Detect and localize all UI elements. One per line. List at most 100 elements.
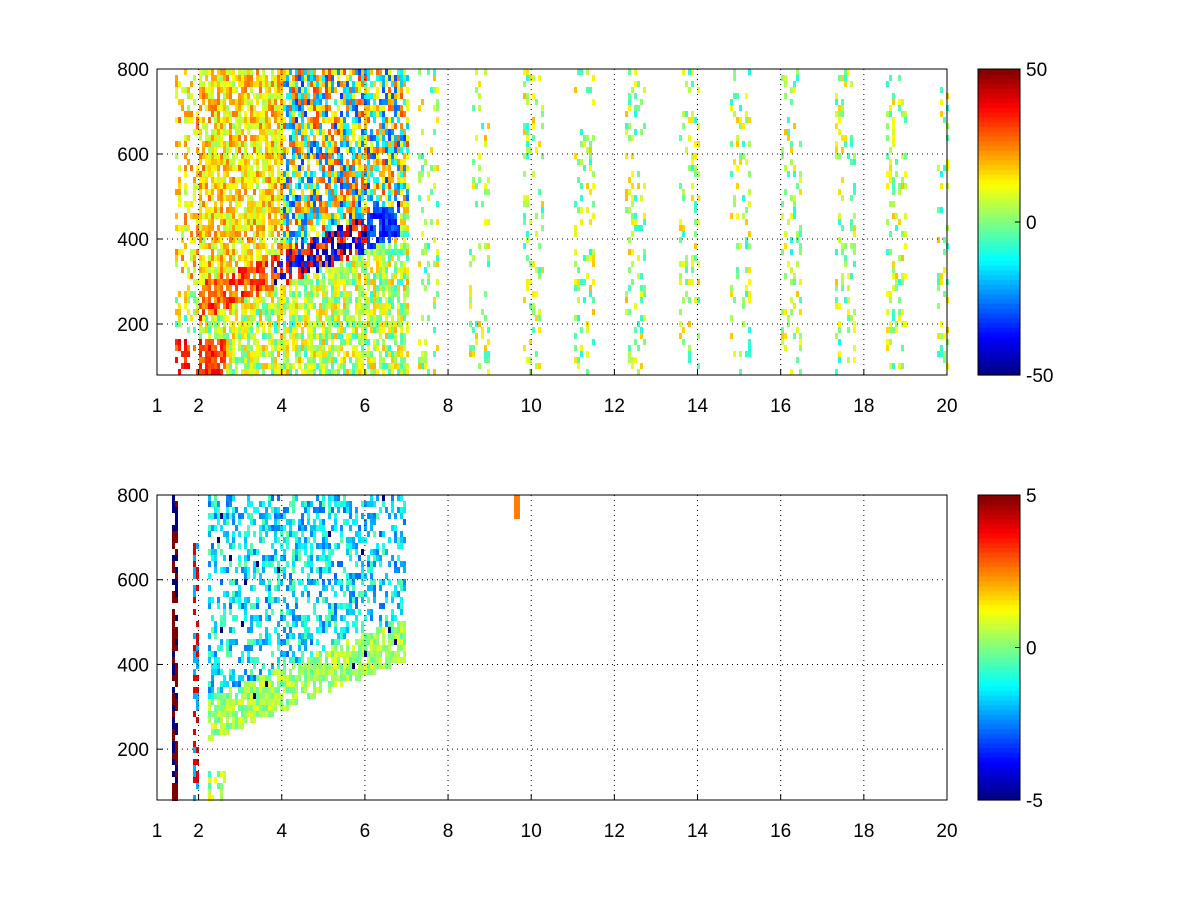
heatmap-cell: [328, 153, 331, 159]
heatmap-cell: [358, 69, 361, 75]
heatmap-cell: [355, 345, 358, 351]
heatmap-cell: [337, 105, 340, 111]
heatmap-cell: [241, 105, 244, 111]
heatmap-cell: [373, 339, 376, 345]
heatmap-cell: [742, 123, 745, 129]
heatmap-cell: [532, 123, 535, 129]
heatmap-cell: [361, 333, 364, 339]
heatmap-cell: [175, 213, 178, 219]
heatmap-cell: [370, 213, 373, 219]
heatmap-cell: [634, 219, 637, 225]
heatmap-cell: [364, 645, 367, 651]
heatmap-cell: [286, 519, 289, 525]
heatmap-cell: [277, 117, 280, 123]
heatmap-cell: [346, 87, 349, 93]
heatmap-cell: [844, 69, 847, 75]
heatmap-cell: [361, 579, 364, 585]
heatmap-cell: [271, 507, 274, 513]
heatmap-cell: [283, 117, 286, 123]
heatmap-cell: [298, 219, 301, 225]
heatmap-cell: [352, 93, 355, 99]
heatmap-cell: [331, 525, 334, 531]
heatmap-cell: [193, 195, 196, 201]
heatmap-cell: [370, 561, 373, 567]
heatmap-cell: [319, 105, 322, 111]
heatmap-cell: [172, 657, 175, 663]
heatmap-cell: [220, 705, 223, 711]
heatmap-cell: [400, 303, 403, 309]
heatmap-cell: [244, 93, 247, 99]
heatmap-cell: [259, 81, 262, 87]
heatmap-cell: [271, 561, 274, 567]
heatmap-cell: [259, 237, 262, 243]
heatmap-cell: [403, 273, 406, 279]
heatmap-cell: [370, 321, 373, 327]
heatmap-cell: [277, 147, 280, 153]
heatmap-cell: [385, 183, 388, 189]
heatmap-cell: [214, 723, 217, 729]
colorbar-segment: [978, 150, 1020, 156]
heatmap-cell: [319, 261, 322, 267]
heatmap-cell: [331, 345, 334, 351]
colorbar-segment: [978, 351, 1020, 357]
heatmap-cell: [313, 333, 316, 339]
heatmap-cell: [232, 369, 235, 375]
heatmap-cell: [781, 201, 784, 207]
heatmap-cell: [229, 183, 232, 189]
heatmap-cell: [331, 315, 334, 321]
heatmap-cell: [637, 321, 640, 327]
heatmap-cell: [175, 309, 178, 315]
heatmap-cell: [235, 357, 238, 363]
heatmap-cell: [379, 171, 382, 177]
heatmap-cell: [538, 243, 541, 249]
heatmap-cell: [283, 273, 286, 279]
heatmap-cell: [253, 177, 256, 183]
heatmap-cell: [289, 273, 292, 279]
heatmap-cell: [643, 339, 646, 345]
heatmap-cell: [307, 339, 310, 345]
heatmap-cell: [346, 501, 349, 507]
heatmap-cell: [277, 351, 280, 357]
heatmap-cell: [796, 69, 799, 75]
heatmap-cell: [238, 93, 241, 99]
heatmap-cell: [229, 495, 232, 501]
heatmap-cell: [334, 519, 337, 525]
heatmap-cell: [226, 81, 229, 87]
heatmap-cell: [175, 705, 178, 711]
heatmap-cell: [367, 219, 370, 225]
heatmap-cell: [232, 159, 235, 165]
heatmap-cell: [799, 279, 802, 285]
heatmap-cell: [292, 567, 295, 573]
heatmap-cell: [265, 285, 268, 291]
heatmap-cell: [295, 693, 298, 699]
heatmap-cell: [892, 117, 895, 123]
heatmap-cell: [175, 153, 178, 159]
heatmap-cell: [475, 87, 478, 93]
heatmap-cell: [313, 243, 316, 249]
heatmap-cell: [217, 597, 220, 603]
heatmap-cell: [364, 333, 367, 339]
heatmap-cell: [268, 351, 271, 357]
heatmap-cell: [343, 675, 346, 681]
heatmap-cell: [388, 333, 391, 339]
heatmap-cell: [340, 177, 343, 183]
heatmap-cell: [253, 279, 256, 285]
heatmap-cell: [346, 279, 349, 285]
heatmap-cell: [175, 597, 178, 603]
heatmap-cell: [295, 123, 298, 129]
heatmap-cell: [379, 81, 382, 87]
heatmap-cell: [364, 129, 367, 135]
heatmap-cell: [850, 243, 853, 249]
heatmap-cell: [202, 297, 205, 303]
heatmap-cell: [286, 351, 289, 357]
heatmap-cell: [685, 255, 688, 261]
heatmap-cell: [310, 579, 313, 585]
heatmap-cell: [364, 303, 367, 309]
heatmap-cell: [328, 543, 331, 549]
heatmap-cell: [316, 249, 319, 255]
heatmap-cell: [541, 207, 544, 213]
heatmap-cell: [217, 501, 220, 507]
heatmap-cell: [325, 585, 328, 591]
colorbar-segment: [978, 245, 1020, 252]
heatmap-cell: [382, 279, 385, 285]
